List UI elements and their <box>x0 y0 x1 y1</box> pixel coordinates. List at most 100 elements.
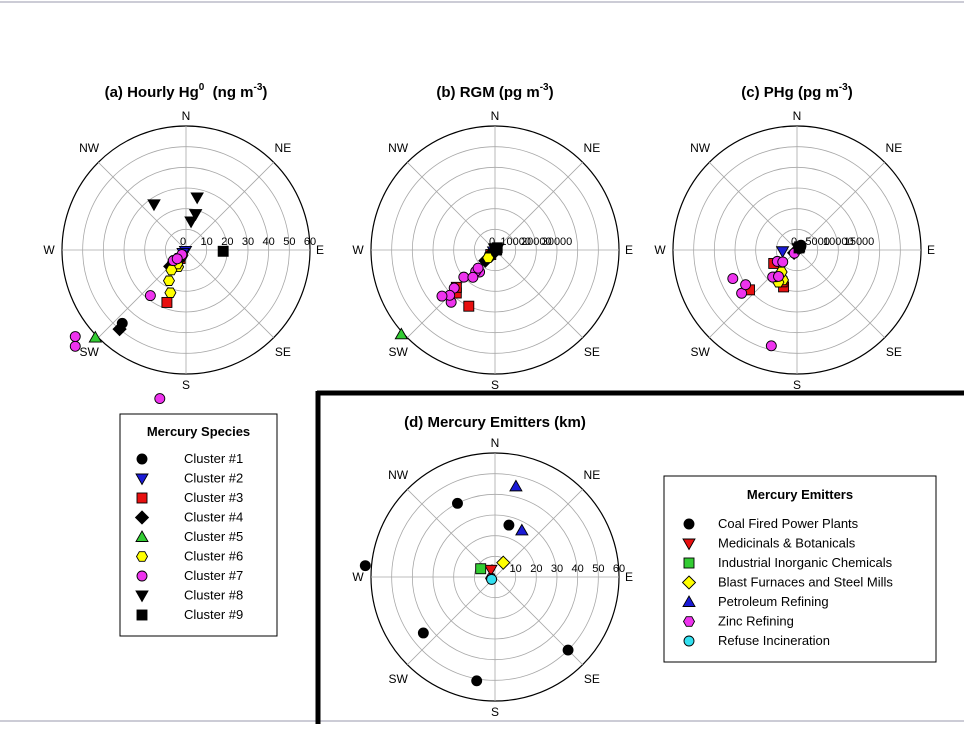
direction-label-nw: NW <box>388 141 409 155</box>
data-point <box>482 252 495 264</box>
legend-marker <box>683 518 695 530</box>
polar-chart-d: (d) Mercury Emitters (km)NNEESESSWWNW010… <box>352 414 633 719</box>
chart-title-a: (a) Hourly Hg0 (ng m-3) <box>105 82 268 101</box>
data-point <box>452 497 463 509</box>
legend-marker <box>135 530 149 542</box>
legend-marker <box>683 557 695 569</box>
radial-tick-label: 10000 <box>823 236 854 248</box>
radial-tick-label: 0 <box>489 236 495 248</box>
data-point <box>154 393 166 405</box>
radial-tick-label: 60 <box>304 236 316 248</box>
data-point <box>472 262 484 274</box>
chart-title-unit-close-a: ) <box>262 84 267 101</box>
data-point <box>147 199 161 212</box>
legend-label: Industrial Inorganic Chemicals <box>718 555 893 570</box>
direction-label-w: W <box>43 243 55 257</box>
data-point <box>467 271 479 283</box>
direction-label-se: SE <box>584 672 600 686</box>
direction-label-w: W <box>654 243 666 257</box>
direction-label-n: N <box>491 436 500 450</box>
radial-tick-label: 30 <box>551 563 563 575</box>
data-point <box>562 644 574 656</box>
radial-tick-label: 30 <box>242 236 254 248</box>
legend-label: Petroleum Refining <box>718 594 829 609</box>
series-cluster-2 <box>775 246 790 259</box>
direction-label-e: E <box>625 243 633 257</box>
direction-label-se: SE <box>584 345 600 359</box>
chart-title-unit-sup-a: -3 <box>254 82 263 93</box>
direction-label-n: N <box>491 109 500 123</box>
data-point <box>184 216 198 229</box>
series-cluster-5 <box>88 330 103 343</box>
data-point <box>484 564 498 577</box>
direction-label-se: SE <box>886 345 902 359</box>
data-point <box>112 322 127 337</box>
radial-tick-label: 10 <box>510 563 522 575</box>
data-point <box>164 287 177 298</box>
data-point <box>217 245 229 257</box>
data-point <box>475 563 487 575</box>
data-point <box>793 242 805 254</box>
direction-label-sw: SW <box>388 345 408 359</box>
legend-box <box>119 413 278 637</box>
data-point <box>458 271 470 283</box>
direction-label-sw: SW <box>388 672 408 686</box>
chart-title-b: (b) RGM (pg m-3) <box>436 82 553 101</box>
direction-label-w: W <box>352 243 364 257</box>
legend-label: Cluster #9 <box>184 607 243 622</box>
direction-label-se: SE <box>275 345 291 359</box>
direction-label-nw: NW <box>79 141 100 155</box>
data-point <box>69 340 81 352</box>
legend-marker <box>682 616 696 627</box>
chart-title-unit-close-b: ) <box>549 84 554 101</box>
radial-tick-label: 15000 <box>844 236 875 248</box>
legend-label: Cluster #7 <box>184 568 243 583</box>
data-point <box>486 573 498 585</box>
legend-label: Cluster #2 <box>184 471 243 486</box>
legend-marker <box>682 595 696 607</box>
legend-marker <box>135 590 149 603</box>
data-point <box>88 330 103 343</box>
series-cluster-6 <box>482 252 495 264</box>
direction-label-ne: NE <box>275 141 292 155</box>
data-point <box>190 192 204 205</box>
direction-label-ne: NE <box>584 141 601 155</box>
legend-marker <box>683 635 695 647</box>
radial-tick-label: 30000 <box>542 236 573 248</box>
legend-marker <box>135 551 149 562</box>
series-industrial-inorganic-chemicals <box>475 563 487 575</box>
polar-chart-b: (b) RGM (pg m-3) N NE E SE S SW W NW 0 10000200003… <box>352 82 633 392</box>
chart-title-main-c: (c) PHg <box>741 84 794 101</box>
data-point <box>765 340 777 352</box>
legend-box <box>663 475 937 663</box>
chart-title-unit-a: (ng m <box>213 84 254 101</box>
data-point <box>463 300 475 312</box>
data-point <box>394 327 409 340</box>
direction-label-s: S <box>491 378 499 392</box>
legend-emitters: Mercury Emitters Coal Fired Power Plants M… <box>663 475 937 663</box>
direction-label-s: S <box>793 378 801 392</box>
direction-label-w: W <box>352 570 364 584</box>
series-cluster-5 <box>394 327 409 340</box>
data-point <box>417 627 429 639</box>
legend-label: Zinc Refining <box>718 614 794 629</box>
data-point <box>727 273 739 285</box>
data-point <box>515 523 529 536</box>
direction-label-nw: NW <box>690 141 711 155</box>
series-cluster-7 <box>69 249 188 405</box>
chart-title-unit-c: (pg m <box>798 84 839 101</box>
data-point <box>162 275 176 286</box>
direction-label-sw: SW <box>690 345 710 359</box>
legend-marker <box>136 570 148 582</box>
radial-tick-label: 5000 <box>805 236 829 248</box>
data-point <box>165 264 178 276</box>
radial-tick-label: 20 <box>530 563 542 575</box>
data-point <box>775 246 790 259</box>
radial-tick-label: 50 <box>283 236 295 248</box>
data-point <box>777 256 789 268</box>
data-point <box>509 479 523 492</box>
direction-label-n: N <box>793 109 802 123</box>
